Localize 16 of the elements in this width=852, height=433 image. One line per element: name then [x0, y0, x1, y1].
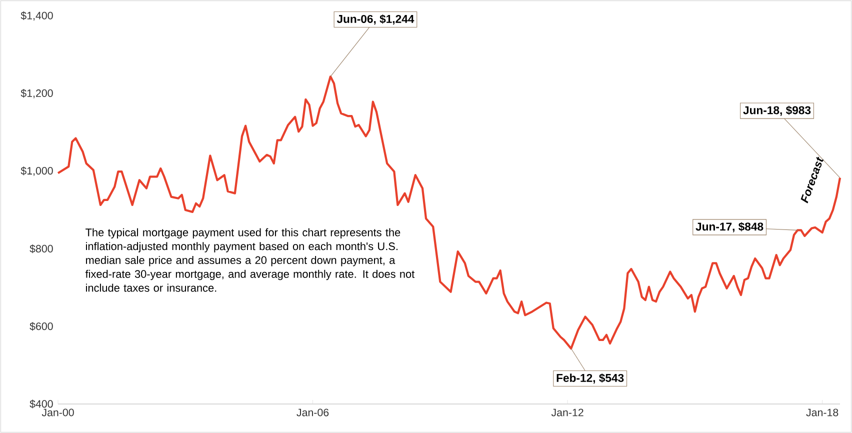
x-tick-label: Jan-00	[42, 408, 74, 416]
y-tick-label: $600	[30, 322, 53, 331]
y-tick-label: $1,400	[20, 11, 53, 21]
y-tick-label: $1,000	[20, 166, 53, 176]
x-tick-label: Jan-06	[296, 408, 329, 416]
y-tick-label: $800	[30, 244, 53, 254]
y-tick-label: $400	[30, 400, 53, 408]
x-tick-label: Jan-18	[806, 408, 838, 416]
y-tick-label: $1,200	[20, 88, 53, 98]
annotation: Feb-12, $543	[556, 373, 624, 384]
x-tick-label: Jan-12	[551, 408, 584, 416]
annotation: Jun-06, $1,244	[336, 14, 414, 25]
line-series	[56, 75, 842, 350]
annotation: The typical mortgage payment used for this chart represents the inflation-adjusted monthly payment based on each month's U.S. median sale price and assumes a 20 percent down payment, a fixed-rate 30-year mortgage, and average monthly rate. It does not include taxes or insurance.	[85, 228, 415, 292]
annotation: Jun-17, $848	[696, 222, 764, 232]
annotation: Jun-18, $983	[743, 106, 811, 116]
